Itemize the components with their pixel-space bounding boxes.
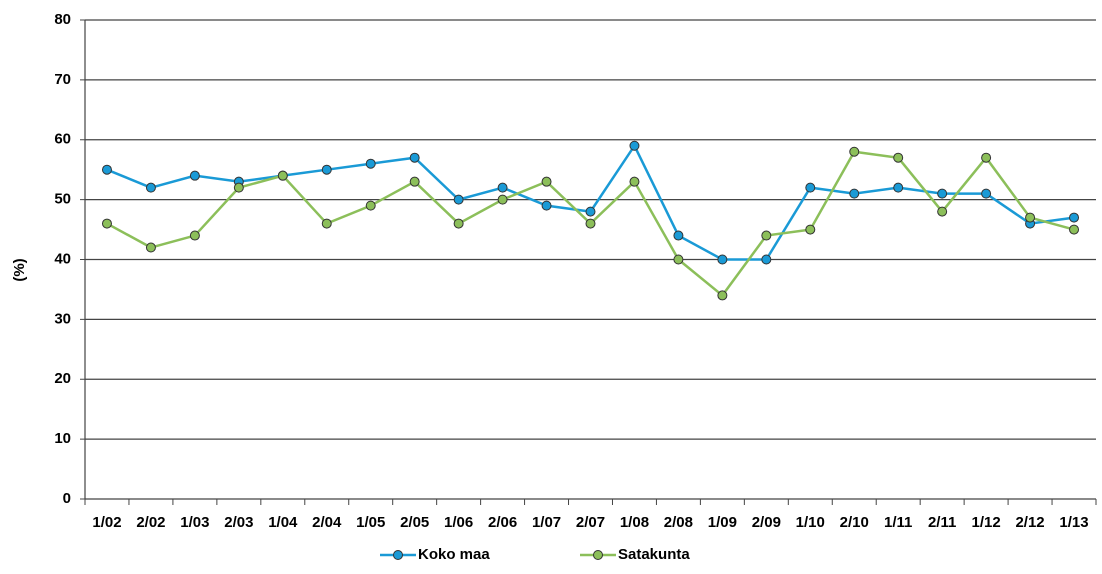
point xyxy=(805,182,816,193)
x-tick-label: 1/03 xyxy=(180,514,209,531)
legend-label: Satakunta xyxy=(618,546,690,563)
x-tick-label: 2/08 xyxy=(664,514,693,531)
point xyxy=(497,194,508,205)
x-tick-label: 2/04 xyxy=(312,514,342,531)
point xyxy=(629,140,640,151)
point xyxy=(365,200,376,211)
point xyxy=(717,290,728,301)
x-tick-label: 2/07 xyxy=(576,514,605,531)
point xyxy=(717,254,728,265)
x-tick-label: 2/09 xyxy=(752,514,781,531)
x-tick-label: 1/13 xyxy=(1059,514,1088,531)
y-tick-label: 40 xyxy=(54,250,71,267)
point xyxy=(541,200,552,211)
legend-label: Koko maa xyxy=(418,546,490,563)
point xyxy=(673,254,684,265)
point xyxy=(409,152,420,163)
x-tick-label: 2/11 xyxy=(928,514,956,531)
y-tick-label: 80 xyxy=(54,11,71,28)
x-tick-label: 2/02 xyxy=(136,514,165,531)
x-tick-label: 2/05 xyxy=(400,514,429,531)
y-tick-label: 30 xyxy=(54,310,71,327)
y-tick-label: 20 xyxy=(54,370,71,387)
point xyxy=(365,158,376,169)
x-tick-label: 2/03 xyxy=(224,514,253,531)
point xyxy=(277,170,288,181)
point xyxy=(585,206,596,217)
point xyxy=(761,254,772,265)
legend-marker xyxy=(393,550,403,560)
point xyxy=(189,170,200,181)
point xyxy=(233,182,244,193)
point xyxy=(321,218,332,229)
x-tick-label: 1/04 xyxy=(268,514,298,531)
point xyxy=(893,152,904,163)
x-tick-label: 1/05 xyxy=(356,514,385,531)
point xyxy=(937,188,948,199)
point xyxy=(849,146,860,157)
point xyxy=(1025,212,1036,223)
point xyxy=(321,164,332,175)
point xyxy=(453,218,464,229)
point xyxy=(541,176,552,187)
x-tick-label: 1/09 xyxy=(708,514,737,531)
point xyxy=(629,176,640,187)
point xyxy=(937,206,948,217)
point xyxy=(673,230,684,241)
y-tick-label: 60 xyxy=(54,131,71,148)
point xyxy=(189,230,200,241)
x-tick-label: 2/06 xyxy=(488,514,517,531)
x-tick-label: 1/08 xyxy=(620,514,649,531)
point xyxy=(585,218,596,229)
point xyxy=(981,152,992,163)
point xyxy=(849,188,860,199)
x-tick-label: 2/12 xyxy=(1015,514,1044,531)
y-tick-label: 70 xyxy=(54,71,71,88)
x-tick-label: 2/10 xyxy=(840,514,869,531)
point xyxy=(409,176,420,187)
x-tick-label: 1/07 xyxy=(532,514,561,531)
y-tick-label: 0 xyxy=(63,490,71,507)
x-tick-label: 1/11 xyxy=(884,514,912,531)
y-tick-label: 10 xyxy=(54,430,71,447)
point xyxy=(981,188,992,199)
point xyxy=(893,182,904,193)
y-tick-label: 50 xyxy=(54,191,71,208)
point xyxy=(145,182,156,193)
point xyxy=(1069,212,1080,223)
point xyxy=(101,218,112,229)
x-tick-label: 1/12 xyxy=(972,514,1001,531)
x-tick-label: 1/02 xyxy=(92,514,121,531)
point xyxy=(145,242,156,253)
point xyxy=(1069,224,1080,235)
x-tick-label: 1/10 xyxy=(796,514,825,531)
point xyxy=(453,194,464,205)
point xyxy=(761,230,772,241)
x-tick-label: 1/06 xyxy=(444,514,473,531)
y-axis-label: (%) xyxy=(11,258,28,281)
point xyxy=(805,224,816,235)
point xyxy=(497,182,508,193)
legend-marker xyxy=(593,550,603,560)
point xyxy=(101,164,112,175)
series-line xyxy=(106,143,1075,261)
